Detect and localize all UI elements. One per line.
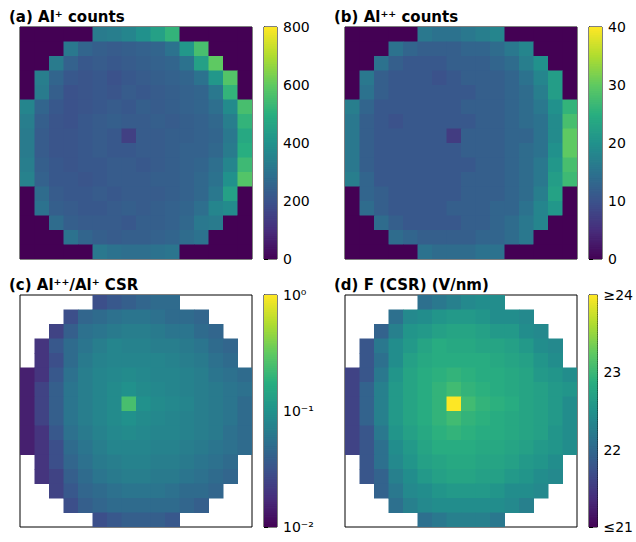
- svg-text:200: 200: [283, 193, 310, 209]
- svg-text:20: 20: [608, 135, 626, 151]
- svg-text:0: 0: [608, 251, 617, 267]
- svg-text:10⁰: 10⁰: [283, 287, 307, 303]
- svg-text:30: 30: [608, 77, 626, 93]
- svg-text:(a) Al⁺ counts: (a) Al⁺ counts: [9, 8, 125, 26]
- svg-text:(c) Al⁺⁺/Al⁺ CSR: (c) Al⁺⁺/Al⁺ CSR: [9, 276, 139, 294]
- svg-text:10⁻²: 10⁻²: [283, 519, 314, 535]
- svg-text:≤21: ≤21: [603, 519, 633, 535]
- svg-text:22: 22: [603, 442, 621, 458]
- svg-text:400: 400: [283, 135, 310, 151]
- svg-text:10⁻¹: 10⁻¹: [283, 403, 314, 419]
- svg-text:800: 800: [283, 19, 310, 35]
- svg-text:10: 10: [608, 193, 626, 209]
- svg-text:0: 0: [283, 251, 292, 267]
- svg-text:(d) F (CSR) (V/nm): (d) F (CSR) (V/nm): [334, 276, 489, 294]
- svg-text:600: 600: [283, 77, 310, 93]
- svg-text:≥24: ≥24: [603, 287, 633, 303]
- svg-text:40: 40: [608, 19, 626, 35]
- svg-text:23: 23: [603, 364, 621, 380]
- svg-text:(b) Al⁺⁺ counts: (b) Al⁺⁺ counts: [334, 8, 458, 26]
